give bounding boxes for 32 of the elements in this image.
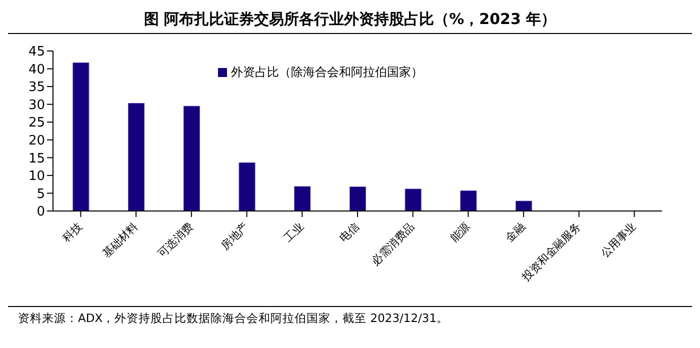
y-tick-label: 20	[28, 134, 45, 149]
x-tick-label: 基础材料	[100, 220, 140, 260]
y-tick-label: 45	[28, 44, 45, 60]
y-tick-label: 10	[28, 169, 45, 184]
bar	[128, 103, 145, 211]
bar	[238, 162, 256, 211]
y-tick-label: 40	[28, 62, 45, 78]
bar	[516, 200, 532, 211]
bar	[350, 186, 366, 211]
x-tick-label: 房地产	[218, 220, 252, 253]
text: 资料来源：ADX，外资持股占比数据除海合会和阿拉伯国家，截至 2023/12/31。	[18, 311, 450, 326]
y-tick-label: 0	[36, 204, 45, 220]
x-tick-label: 工业	[282, 220, 306, 245]
chart-title: 图 阿布扎比证券交易所各行业外资持股占比（%，2023 年）	[8, 8, 692, 34]
x-tick-label: 科技	[60, 220, 85, 245]
x-tick-label: 电信	[336, 220, 362, 245]
x-tick-label: 必需消费品	[369, 220, 418, 268]
y-tick-label: 30	[28, 98, 45, 113]
y-tick-label: 25	[28, 116, 45, 131]
legend-label: 外资占比（除海合会和阿拉伯国家）	[231, 65, 423, 79]
bar	[404, 188, 422, 211]
y-tick-label: 35	[28, 80, 45, 96]
bar	[183, 106, 200, 211]
y-tick-label: 5	[36, 186, 45, 202]
bar	[460, 190, 477, 211]
x-tick-label: 能源	[448, 220, 472, 245]
x-tick-label: 金融	[503, 220, 528, 245]
bar	[294, 186, 311, 211]
y-tick-label: 15	[28, 151, 45, 166]
x-tick-label: 可选消费	[155, 220, 196, 260]
x-tick-label: 公用事业	[598, 220, 639, 260]
bar	[72, 62, 90, 211]
